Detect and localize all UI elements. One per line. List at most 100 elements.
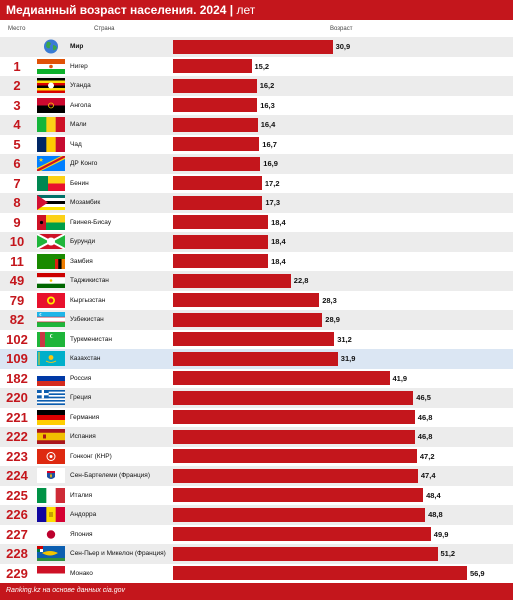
hong-kong-flag-icon <box>37 448 65 464</box>
rank-label: 5 <box>13 136 21 152</box>
country-label: Монако <box>70 569 93 577</box>
benin-flag-icon <box>37 175 65 191</box>
kyrgyzstan-flag-icon <box>37 292 65 308</box>
value-label: 15,2 <box>254 61 270 71</box>
bar <box>173 156 261 171</box>
rank-label: 7 <box>13 175 21 191</box>
rank-label: 8 <box>13 195 21 210</box>
bar <box>173 351 338 366</box>
burundi-flag-icon <box>37 234 65 249</box>
country-label: Андорра <box>70 511 97 518</box>
bar <box>173 507 426 522</box>
spain-flag-icon <box>37 429 65 444</box>
country-label: Ангола <box>70 101 92 109</box>
turkmenistan-flag-icon <box>37 331 65 347</box>
value-label: 18,4 <box>271 217 286 227</box>
rank-label: 225 <box>6 487 28 503</box>
dr-congo-flag-icon <box>37 156 65 171</box>
country-label: Замбия <box>70 257 93 265</box>
bar <box>173 59 252 73</box>
saint-pierre-miquelon-flag-icon <box>37 546 65 561</box>
value-label: 22,8 <box>293 276 309 285</box>
value-label: 56,9 <box>470 568 485 578</box>
greece-flag-icon <box>37 390 65 405</box>
table-row: 4 Мали 16,4 <box>0 115 513 135</box>
country-label: Бенин <box>70 179 89 187</box>
tajikistan-flag-icon <box>37 273 65 288</box>
chad-flag-icon <box>37 136 65 152</box>
table-row: 82 Узбекистан 28,9 <box>0 310 513 330</box>
table-row: 102 Туркменистан 31,2 <box>0 330 513 350</box>
table-row: 7 Бенин 17,2 <box>0 174 513 194</box>
japan-flag-icon <box>37 526 65 542</box>
country-label: Сен-Пьер и Микелон (Франция) <box>70 550 166 557</box>
source-note: Ranking.kz на основе данных cia.gov <box>6 587 125 594</box>
value-label: 46,8 <box>417 432 433 441</box>
country-label: Бурунди <box>70 238 96 245</box>
country-label: Чад <box>70 140 82 148</box>
rank-label: 6 <box>13 156 21 171</box>
country-label: Туркменистан <box>70 335 112 343</box>
country-label: Гонконг (КНР) <box>70 452 112 460</box>
saint-barthelemy-flag-icon <box>37 468 65 483</box>
rank-label: 102 <box>6 331 28 347</box>
rank-label: 229 <box>6 565 28 581</box>
bar <box>173 429 415 444</box>
bar <box>173 117 258 132</box>
rank-label: 10 <box>9 234 25 249</box>
bar <box>173 195 263 210</box>
bar <box>173 215 269 229</box>
footer-bar: Ranking.kz на основе данных cia.gov <box>0 583 513 600</box>
value-label: 16,7 <box>262 139 277 149</box>
value-label: 51,2 <box>440 549 456 558</box>
rank-label: 1 <box>13 58 21 74</box>
value-label: 16,2 <box>259 81 275 90</box>
guinea-bissau-flag-icon <box>37 214 65 230</box>
value-label: 46,5 <box>416 393 431 402</box>
country-label: Германия <box>70 413 100 421</box>
table-row: 11 Замбия 18,4 <box>0 252 513 272</box>
bar <box>173 312 323 327</box>
column-header-value: Возраст <box>330 26 353 32</box>
country-label: Таджикистан <box>70 277 109 284</box>
bar <box>173 449 417 463</box>
country-label: Сен-Бартелеми (Франция) <box>70 472 150 479</box>
bar <box>173 39 333 54</box>
table-row: 228 Сен-Пьер и Микелон (Франция) 51,2 <box>0 544 513 564</box>
rank-label: 4 <box>13 117 21 132</box>
value-label: 16,3 <box>260 100 275 110</box>
country-label: Мозамбик <box>70 199 101 206</box>
rank-label: 220 <box>6 390 28 405</box>
uzbekistan-flag-icon <box>37 312 65 327</box>
rank-label: 226 <box>6 507 28 522</box>
table-row: 226 Андорра 48,8 <box>0 505 513 525</box>
country-label: Греция <box>70 394 92 401</box>
bar <box>173 254 269 268</box>
table-row: Мир 30,9 <box>0 37 513 57</box>
rank-label: 79 <box>9 292 25 308</box>
rank-label: 228 <box>6 546 28 561</box>
andorra-flag-icon <box>37 507 65 522</box>
country-label: ДР Конго <box>70 160 98 167</box>
country-label: Италия <box>70 491 93 499</box>
country-label: Кыргызстан <box>70 296 106 304</box>
zambia-flag-icon <box>37 253 65 269</box>
value-label: 17,3 <box>265 198 280 207</box>
rank-label: 11 <box>10 253 24 269</box>
rank-label: 224 <box>6 468 28 483</box>
bar <box>173 234 269 249</box>
value-label: 46,8 <box>417 412 433 422</box>
bar <box>173 390 414 405</box>
country-label: Япония <box>70 530 93 538</box>
russia-flag-icon <box>37 370 65 386</box>
value-label: 18,4 <box>271 256 286 266</box>
bar <box>173 137 260 151</box>
niger-flag-icon <box>37 58 65 74</box>
bar <box>173 527 431 541</box>
value-label: 41,9 <box>392 373 408 383</box>
value-label: 47,4 <box>420 471 436 480</box>
table-row: 10 Бурунди 18,4 <box>0 232 513 252</box>
value-label: 31,9 <box>340 354 356 363</box>
bar <box>173 98 258 112</box>
table-row: 3 Ангола 16,3 <box>0 96 513 116</box>
